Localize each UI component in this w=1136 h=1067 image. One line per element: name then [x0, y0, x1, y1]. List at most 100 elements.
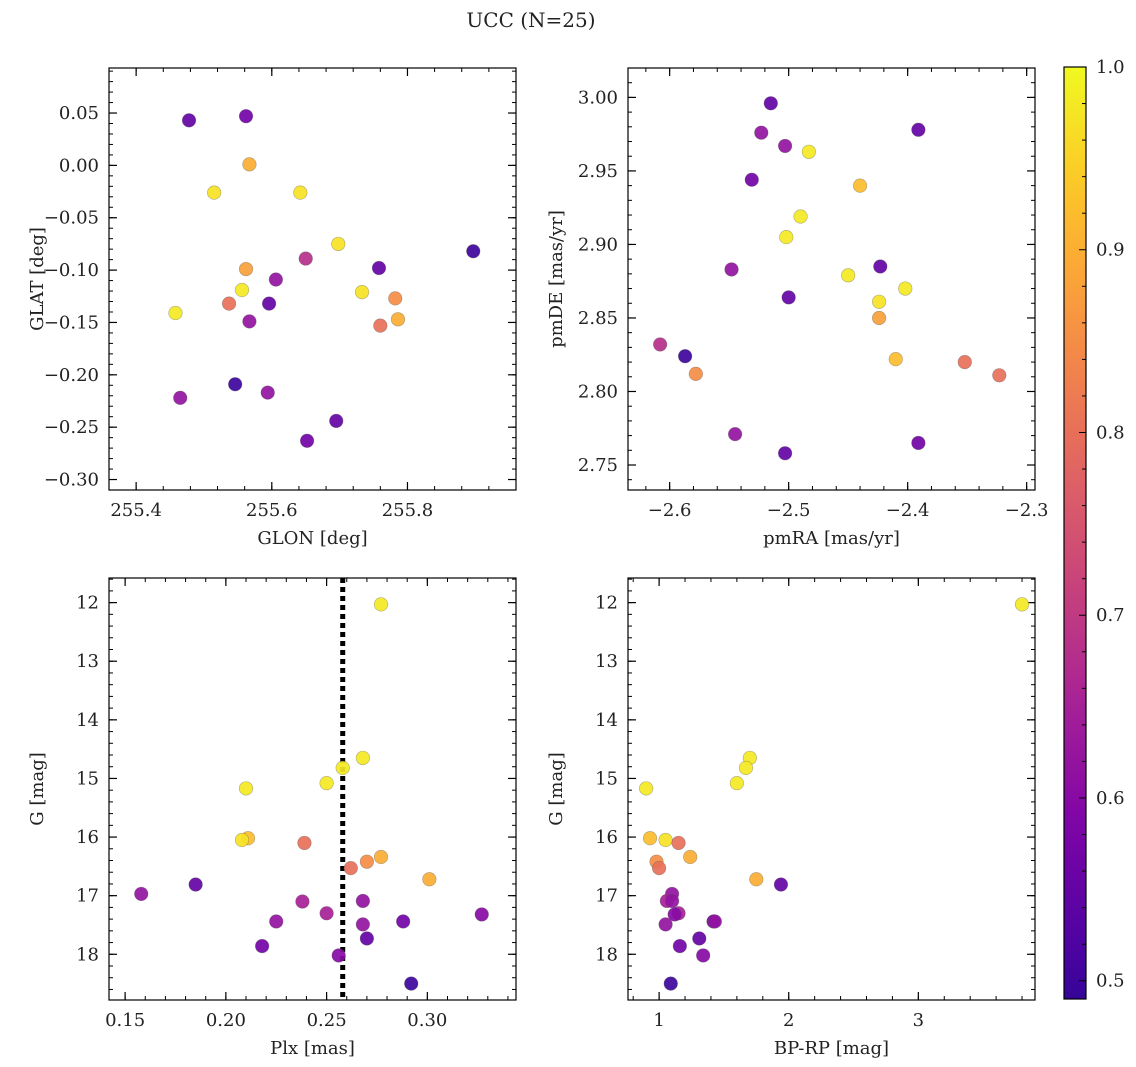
x-axis-label: Plx [mas]	[270, 1038, 355, 1059]
scatter-point	[268, 272, 283, 287]
scatter-point	[466, 244, 481, 259]
y-tick-label: 2.80	[578, 381, 618, 402]
scatter-point	[911, 122, 926, 137]
scatter-point	[793, 209, 808, 224]
scatter-point	[238, 109, 254, 124]
scatter-point	[724, 262, 739, 277]
scatter-point	[707, 914, 722, 929]
y-axis-label: pmDE [mas/yr]	[546, 210, 567, 348]
scatter-series	[653, 96, 1007, 461]
scatter-point	[744, 172, 759, 187]
scatter-point	[343, 861, 358, 876]
scatter-point	[1014, 597, 1030, 612]
x-tick-label: 0.15	[105, 1010, 145, 1031]
y-tick-label: 2.75	[578, 455, 618, 476]
minor-ticks	[628, 67, 1035, 490]
y-tick-label: 18	[76, 944, 99, 965]
scatter-series	[639, 597, 1030, 991]
scatter-point	[763, 96, 778, 111]
scatter-point	[373, 597, 389, 612]
colorbar-tick-label: 0.9	[1096, 240, 1125, 261]
scatter-point	[390, 312, 406, 327]
scatter-point	[773, 877, 789, 892]
scatter-point	[329, 413, 344, 428]
x-tick-label: 255.6	[246, 500, 298, 521]
scatter-point	[888, 352, 903, 367]
y-tick-label: 2.90	[578, 234, 618, 255]
scatter-point	[388, 291, 403, 306]
scatter-point	[911, 435, 926, 451]
y-axis-label: GLAT [deg]	[27, 227, 48, 331]
scatter-point	[779, 229, 794, 245]
scatter-point	[696, 948, 711, 963]
scatter-point	[255, 938, 270, 954]
colorbar-tick-label: 0.8	[1096, 422, 1125, 443]
y-tick-label: 17	[76, 886, 99, 907]
scatter-point	[359, 854, 375, 869]
x-tick-label: −2.3	[1005, 500, 1049, 521]
axes-frame	[627, 67, 1036, 491]
scatter-point	[319, 906, 334, 921]
minor-ticks	[109, 578, 516, 1000]
y-tick-label: 15	[76, 768, 99, 789]
x-tick-label: 0.30	[407, 1010, 447, 1031]
y-tick-label: 12	[76, 593, 99, 614]
x-tick-label: 2	[783, 1010, 794, 1031]
scatter-point	[873, 259, 888, 274]
scatter-point	[754, 125, 769, 140]
scatter-point	[373, 849, 389, 865]
scatter-point	[777, 446, 793, 461]
scatter-point	[639, 781, 654, 796]
scatter-point	[671, 835, 686, 851]
scatter-point	[653, 337, 668, 352]
scatter-point	[852, 178, 868, 193]
x-axis-label: GLON [deg]	[257, 528, 367, 549]
x-tick-label: −2.6	[648, 500, 692, 521]
scatter-point	[688, 366, 703, 381]
scatter-point	[228, 377, 243, 392]
y-tick-label: −0.30	[44, 470, 99, 491]
x-tick-label: −2.5	[767, 500, 811, 521]
scatter-point	[260, 385, 275, 400]
panel-pmra-pmde: −2.6 −2.5 −2.4 −2.3 3.00 2.95 2.90 2.85 2.80 2.75…	[546, 67, 1049, 549]
scatter-point	[242, 314, 257, 329]
scatter-point	[242, 157, 257, 172]
scatter-point	[728, 427, 743, 442]
y-tick-label: 2.95	[578, 161, 618, 182]
scatter-point	[181, 113, 197, 128]
scatter-point	[234, 282, 250, 298]
scatter-point	[396, 914, 411, 929]
colorbar-tick-label: 0.5	[1096, 971, 1125, 992]
scatter-point	[293, 185, 308, 200]
scatter-point	[371, 260, 387, 276]
scatter-point	[663, 976, 678, 991]
scatter-point	[683, 849, 698, 865]
scatter-point	[373, 318, 388, 333]
x-tick-label: 3	[913, 1010, 924, 1031]
y-tick-label: 16	[595, 827, 618, 848]
scatter-point	[642, 831, 658, 846]
scatter-point	[678, 349, 693, 364]
x-tick-label: 0.25	[307, 1010, 347, 1031]
y-tick-label: 13	[76, 651, 99, 672]
scatter-point	[672, 938, 687, 954]
scatter-point	[238, 261, 254, 277]
scatter-point	[777, 138, 793, 154]
scatter-point	[188, 877, 203, 892]
scatter-point	[957, 354, 972, 370]
y-tick-label: 14	[595, 710, 618, 731]
colorbar-tick-label: 1.0	[1096, 57, 1125, 78]
scatter-point	[297, 835, 312, 851]
x-tick-label: 0.20	[206, 1010, 246, 1031]
scatter-point	[652, 861, 667, 876]
scatter-point	[238, 781, 254, 796]
panel-glon-glat: 255.4 255.6 255.8 0.05 0.00 −0.05 −0.10 −0.15 −0…	[27, 67, 517, 549]
x-tick-label: 255.4	[110, 500, 162, 521]
x-tick-label: −2.4	[886, 500, 930, 521]
y-tick-label: −0.10	[44, 260, 99, 281]
scatter-point	[667, 907, 682, 922]
y-tick-label: 2.85	[578, 308, 618, 329]
y-tick-label: 15	[595, 768, 618, 789]
scatter-point	[295, 894, 310, 909]
